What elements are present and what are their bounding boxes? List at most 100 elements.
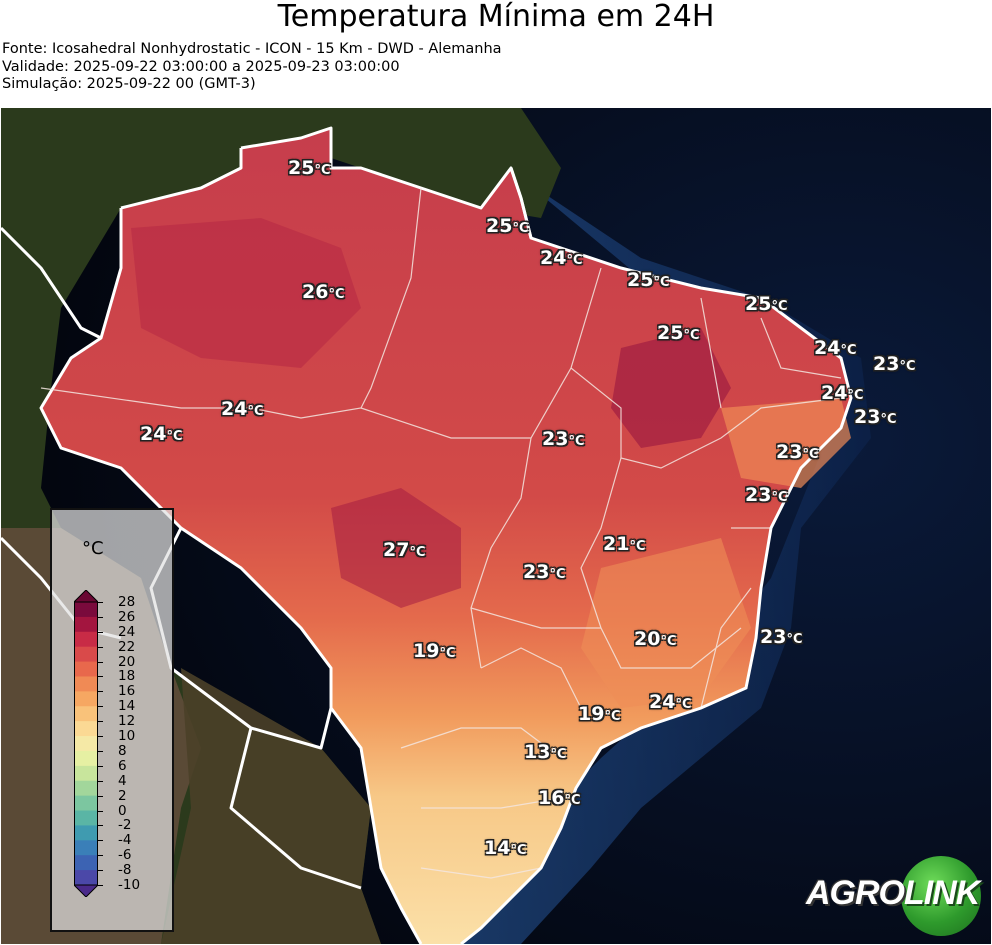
legend-tick-mark (98, 721, 103, 723)
legend-tick-mark (98, 810, 103, 812)
shelf-glow (461, 178, 871, 944)
legend-tick-label: 18 (118, 668, 136, 685)
legend-color-band (74, 765, 98, 782)
legend-tick-mark (98, 616, 103, 618)
validity-line: Validade: 2025-09-22 03:00:00 a 2025-09-… (2, 59, 400, 75)
temp-label-roraima: 25°C (288, 157, 331, 179)
legend-color-band (74, 825, 98, 841)
legend-min-arrow (74, 884, 98, 897)
temp-label-minas-gerais: 20°C (634, 628, 677, 650)
legend-unit: °C (82, 538, 104, 559)
legend-tick-mark (98, 885, 103, 886)
legend-color-band (74, 810, 98, 826)
legend-tick-label: 10 (118, 728, 136, 745)
legend-tick-label: 28 (118, 594, 136, 610)
hot-patch-piaui (611, 328, 731, 448)
legend-color-band (74, 676, 98, 692)
legend-color-band (74, 870, 98, 886)
legend-tick-mark (98, 780, 103, 782)
legend-color-band (74, 750, 98, 767)
legend-tick-label: -10 (118, 877, 141, 893)
temp-label-piaui: 25°C (657, 322, 700, 344)
map-panel: 25°C 25°C 24°C 25°C 25°C 26°C 25°C 24°C … (1, 108, 991, 944)
legend-tick-label: 14 (118, 698, 136, 715)
legend-color-band (74, 616, 98, 633)
legend-color-band (74, 780, 98, 797)
legend-tick-label: 24 (118, 623, 136, 640)
temp-label-mato-grosso-do-sul: 19°C (413, 640, 456, 662)
legend-tick-label: -8 (118, 862, 132, 879)
legend-tick-label: 6 (118, 757, 127, 774)
legend-tick-mark (98, 661, 103, 663)
temp-label-amapa: 25°C (486, 215, 529, 237)
legend-tick-mark (98, 855, 103, 857)
legend-color-band (74, 795, 98, 812)
legend-tick-mark (98, 840, 103, 842)
legend-color-band (74, 602, 98, 618)
legend-tick-mark (98, 691, 103, 693)
temp-label-recife: 23°C (854, 406, 897, 428)
agrolink-logo: AGRO LINK (806, 856, 982, 936)
legend-color-band (74, 646, 98, 663)
temp-label-parana: 13°C (524, 741, 567, 763)
temp-label-acre: 24°C (140, 423, 183, 445)
legend-tick-label: -6 (118, 847, 132, 864)
temp-label-belem: 24°C (540, 247, 583, 269)
legend-tick-mark (98, 825, 103, 827)
temp-label-mato-grosso: 27°C (383, 539, 426, 561)
map-title: Temperatura Mínima em 24H (277, 0, 715, 34)
color-legend: °C 28 26 24 22 20 18 16 14 12 10 8 6 4 2 0 -2 -4 -6 -8 -10 (50, 508, 174, 932)
temp-label-alagoas: 23°C (776, 441, 819, 463)
temp-label-espirito-santo: 23°C (760, 626, 803, 648)
legend-tick-label: 4 (118, 772, 127, 789)
temp-label-brasilia: 21°C (603, 533, 646, 555)
legend-color-band (74, 736, 98, 752)
legend-tick-label: 20 (118, 653, 136, 670)
source-line: Fonte: Icosahedral Nonhydrostatic - ICON… (2, 41, 502, 57)
legend-tick-mark (98, 646, 103, 648)
legend-tick-mark (98, 706, 103, 708)
legend-tick-mark (98, 870, 103, 872)
legend-tick-mark (98, 602, 103, 603)
temp-label-santa-catarina: 16°C (538, 787, 581, 809)
legend-tick-mark (98, 795, 103, 797)
legend-color-band (74, 855, 98, 871)
legend-colorbar (74, 590, 98, 897)
legend-color-band (74, 840, 98, 856)
legend-tick-mark (98, 736, 103, 738)
legend-tick-label: -4 (118, 832, 132, 849)
temp-label-rio-grande-do-norte: 24°C (814, 337, 857, 359)
logo-text-agro: AGRO (806, 874, 905, 912)
temp-label-rio-de-janeiro: 24°C (649, 691, 692, 713)
hot-patch-mt (331, 488, 461, 608)
map-graphic (1, 108, 991, 944)
hot-patch-north (131, 218, 361, 368)
legend-color-band (74, 706, 98, 722)
legend-max-arrow (74, 590, 98, 603)
warm-patch-mg (581, 538, 751, 708)
legend-tick-label: -2 (118, 817, 132, 834)
legend-tick-mark (98, 750, 103, 752)
legend-tick-label: 26 (118, 608, 136, 625)
temp-label-sao-paulo: 19°C (578, 703, 621, 725)
legend-tick-label: 8 (118, 742, 127, 759)
temp-label-fortaleza: 25°C (745, 293, 788, 315)
legend-color-band (74, 631, 98, 648)
state-borders (40, 187, 842, 879)
warm-patch-ne (721, 398, 851, 488)
logo-circle (901, 856, 981, 936)
legend-tick-label: 22 (118, 638, 136, 655)
legend-tick-label: 16 (118, 683, 136, 700)
legend-tick-label: 12 (118, 713, 136, 730)
legend-tick-mark (98, 631, 103, 633)
logo-text-link: LINK (904, 874, 980, 912)
temp-label-rio-grande-do-sul: 14°C (484, 837, 527, 859)
temp-label-paraiba: 24°C (821, 382, 864, 404)
temp-label-natal: 23°C (873, 353, 916, 375)
legend-tick-mark (98, 676, 103, 678)
temp-label-amazonas-south: 24°C (221, 398, 264, 420)
legend-color-band (74, 721, 98, 737)
temp-label-amazonas-north: 26°C (302, 281, 345, 303)
coastline (460, 167, 853, 944)
legend-color-band (74, 661, 98, 677)
